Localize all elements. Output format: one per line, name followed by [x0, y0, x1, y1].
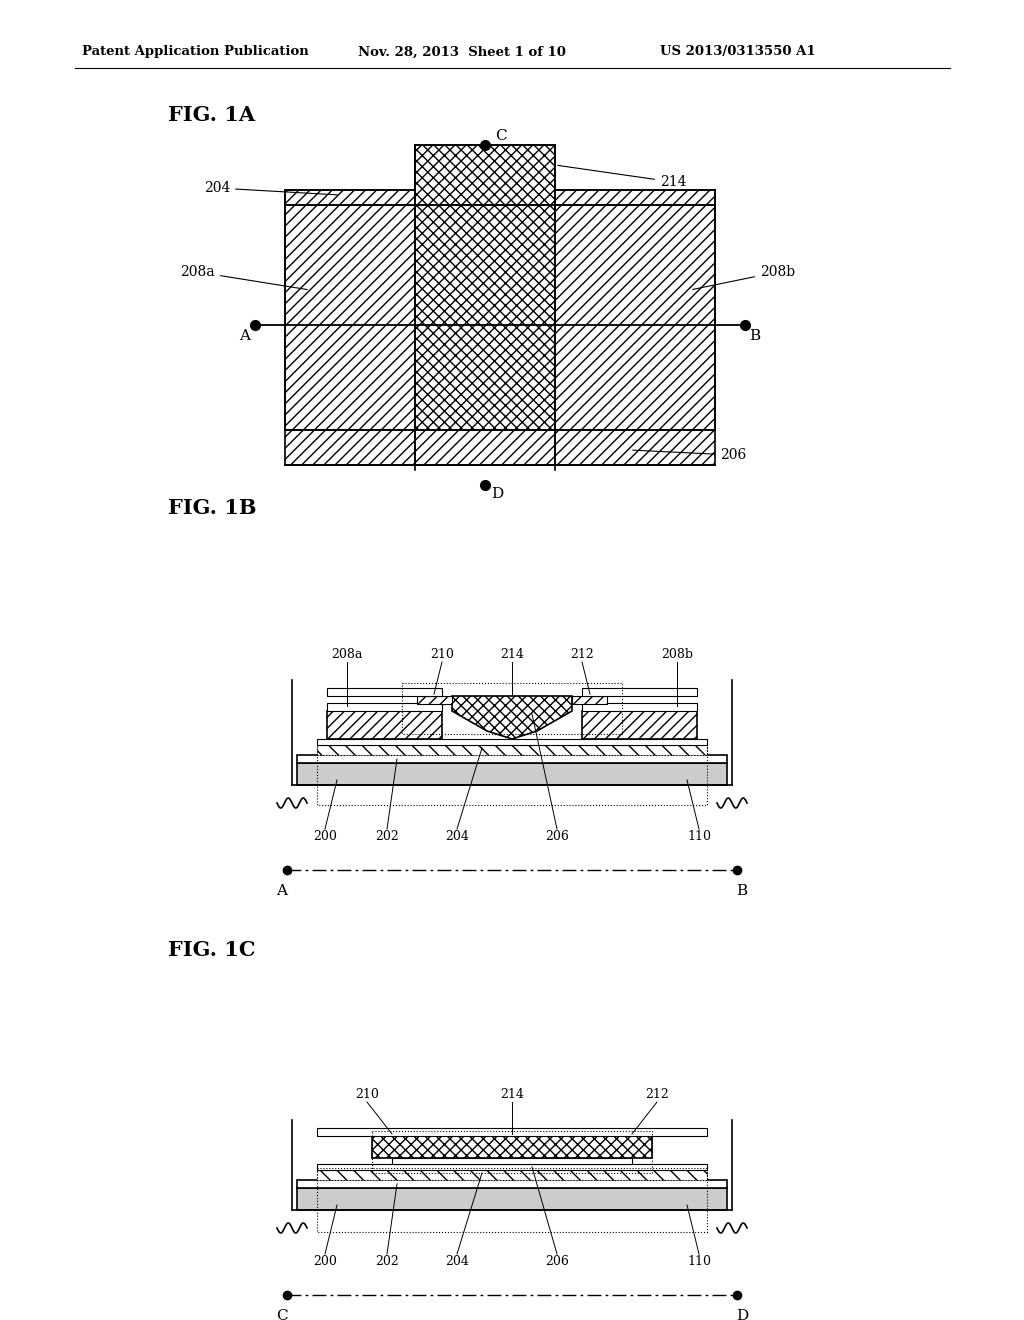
Text: 206: 206	[633, 447, 746, 462]
Polygon shape	[452, 696, 572, 739]
Text: 206: 206	[545, 830, 569, 843]
Bar	[582, 704, 697, 711]
Bar	[392, 1158, 632, 1164]
Text: 202: 202	[375, 830, 399, 843]
Text: 210: 210	[355, 1088, 379, 1101]
Bar	[572, 696, 607, 704]
Bar	[317, 744, 707, 755]
Bar	[372, 1131, 652, 1173]
Bar	[327, 711, 442, 739]
Bar	[285, 190, 415, 205]
Bar	[297, 1188, 727, 1210]
Text: 206: 206	[545, 1255, 569, 1269]
Bar	[555, 190, 715, 205]
Text: D: D	[490, 487, 503, 502]
Bar	[317, 1129, 707, 1137]
Bar	[417, 696, 452, 704]
Text: D: D	[736, 1309, 749, 1320]
Text: 208a: 208a	[180, 265, 307, 289]
Text: 110: 110	[687, 830, 711, 843]
Text: 208b: 208b	[692, 265, 795, 289]
Text: FIG. 1A: FIG. 1A	[168, 106, 255, 125]
Text: 212: 212	[645, 1088, 669, 1101]
Bar	[297, 755, 727, 763]
Text: A: A	[276, 884, 288, 898]
Text: Nov. 28, 2013  Sheet 1 of 10: Nov. 28, 2013 Sheet 1 of 10	[358, 45, 566, 58]
Bar	[415, 145, 555, 205]
Text: FIG. 1C: FIG. 1C	[168, 940, 256, 960]
Text: 214: 214	[500, 1088, 524, 1101]
Text: 214: 214	[558, 165, 686, 189]
Bar	[297, 763, 727, 785]
Bar	[317, 739, 707, 744]
Bar	[327, 688, 442, 696]
Text: Patent Application Publication: Patent Application Publication	[82, 45, 309, 58]
Bar	[582, 711, 697, 739]
Bar	[317, 743, 707, 805]
Text: 210: 210	[430, 648, 454, 661]
Text: FIG. 1B: FIG. 1B	[168, 498, 256, 517]
Bar	[317, 1170, 707, 1180]
Bar	[327, 704, 442, 711]
Bar	[297, 1180, 727, 1188]
Bar	[317, 1168, 707, 1232]
Text: 208a: 208a	[332, 648, 362, 661]
Text: 200: 200	[313, 1255, 337, 1269]
Text: 204: 204	[445, 1255, 469, 1269]
Text: 200: 200	[313, 830, 337, 843]
Text: US 2013/0313550 A1: US 2013/0313550 A1	[660, 45, 816, 58]
Bar	[285, 205, 715, 430]
Text: 204: 204	[445, 830, 469, 843]
Text: B: B	[736, 884, 748, 898]
Text: 214: 214	[500, 648, 524, 661]
Bar	[402, 682, 622, 734]
Text: C: C	[495, 129, 507, 143]
Bar	[415, 205, 555, 430]
Text: 202: 202	[375, 1255, 399, 1269]
Text: B: B	[750, 329, 761, 343]
Text: 208b: 208b	[662, 648, 693, 661]
Text: C: C	[276, 1309, 288, 1320]
Bar	[372, 1137, 652, 1158]
Bar	[317, 1164, 707, 1170]
Bar	[415, 430, 555, 465]
Text: 212: 212	[570, 648, 594, 661]
Bar	[582, 688, 697, 696]
Text: A: A	[240, 329, 251, 343]
Text: 110: 110	[687, 1255, 711, 1269]
Bar	[285, 430, 715, 465]
Text: 204: 204	[204, 181, 337, 195]
